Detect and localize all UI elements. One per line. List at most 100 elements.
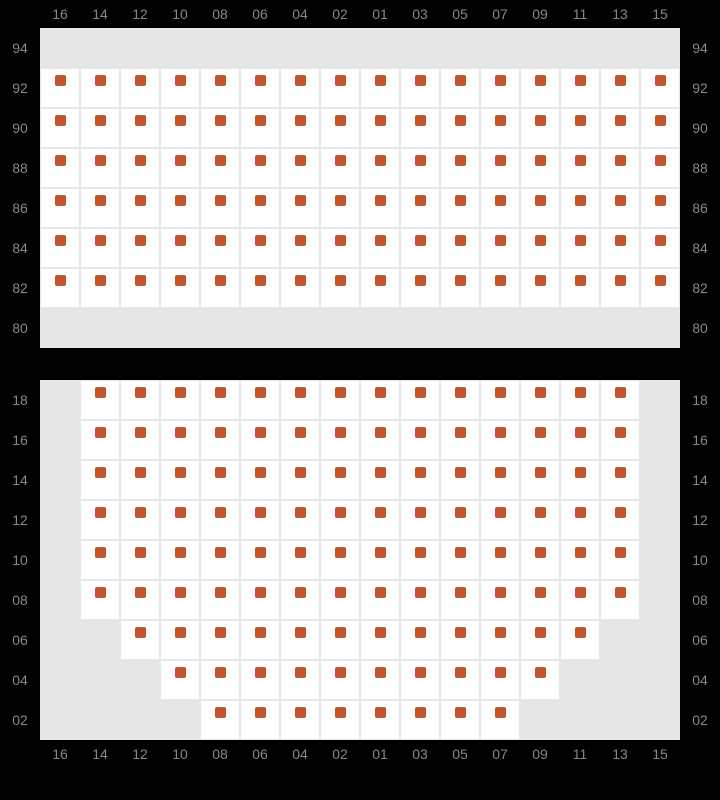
seat-available[interactable] — [600, 380, 640, 420]
seat-available[interactable] — [200, 580, 240, 620]
seat-available[interactable] — [520, 108, 560, 148]
seat-available[interactable] — [440, 540, 480, 580]
seat-available[interactable] — [400, 700, 440, 740]
seat-available[interactable] — [80, 420, 120, 460]
seat-available[interactable] — [600, 148, 640, 188]
seat-available[interactable] — [560, 268, 600, 308]
seat-available[interactable] — [480, 268, 520, 308]
seat-available[interactable] — [280, 540, 320, 580]
seat-available[interactable] — [280, 660, 320, 700]
seat-available[interactable] — [520, 380, 560, 420]
seat-available[interactable] — [160, 500, 200, 540]
seat-available[interactable] — [440, 228, 480, 268]
seat-available[interactable] — [400, 108, 440, 148]
seat-available[interactable] — [600, 540, 640, 580]
seat-available[interactable] — [280, 68, 320, 108]
seat-available[interactable] — [520, 268, 560, 308]
seat-available[interactable] — [200, 500, 240, 540]
seat-available[interactable] — [520, 188, 560, 228]
seat-available[interactable] — [240, 420, 280, 460]
seat-available[interactable] — [560, 228, 600, 268]
seat-available[interactable] — [280, 460, 320, 500]
seat-available[interactable] — [200, 660, 240, 700]
seat-available[interactable] — [160, 540, 200, 580]
seat-available[interactable] — [440, 580, 480, 620]
seat-available[interactable] — [360, 268, 400, 308]
seat-available[interactable] — [440, 268, 480, 308]
seat-available[interactable] — [400, 580, 440, 620]
seat-available[interactable] — [120, 580, 160, 620]
seat-available[interactable] — [560, 620, 600, 660]
seat-available[interactable] — [560, 460, 600, 500]
seat-available[interactable] — [280, 580, 320, 620]
seat-available[interactable] — [120, 500, 160, 540]
seat-available[interactable] — [240, 68, 280, 108]
seat-available[interactable] — [200, 148, 240, 188]
seat-available[interactable] — [120, 228, 160, 268]
seat-available[interactable] — [640, 108, 680, 148]
seat-available[interactable] — [200, 188, 240, 228]
seat-available[interactable] — [400, 188, 440, 228]
seat-available[interactable] — [240, 460, 280, 500]
seat-available[interactable] — [80, 460, 120, 500]
seat-available[interactable] — [80, 108, 120, 148]
seat-available[interactable] — [560, 540, 600, 580]
seat-available[interactable] — [320, 460, 360, 500]
seat-available[interactable] — [160, 108, 200, 148]
seat-available[interactable] — [400, 500, 440, 540]
seat-available[interactable] — [480, 68, 520, 108]
seat-available[interactable] — [120, 620, 160, 660]
seat-available[interactable] — [40, 268, 80, 308]
seat-available[interactable] — [160, 580, 200, 620]
seat-available[interactable] — [520, 580, 560, 620]
seat-available[interactable] — [360, 228, 400, 268]
seat-available[interactable] — [440, 148, 480, 188]
seat-available[interactable] — [400, 660, 440, 700]
seat-available[interactable] — [600, 268, 640, 308]
seat-available[interactable] — [640, 188, 680, 228]
seat-available[interactable] — [440, 500, 480, 540]
seat-available[interactable] — [440, 108, 480, 148]
seat-available[interactable] — [200, 108, 240, 148]
seat-available[interactable] — [280, 148, 320, 188]
seat-available[interactable] — [200, 540, 240, 580]
seat-available[interactable] — [200, 620, 240, 660]
seat-available[interactable] — [320, 380, 360, 420]
seat-available[interactable] — [520, 660, 560, 700]
seat-available[interactable] — [480, 460, 520, 500]
seat-available[interactable] — [240, 108, 280, 148]
seat-available[interactable] — [560, 380, 600, 420]
seat-available[interactable] — [160, 268, 200, 308]
seat-available[interactable] — [560, 148, 600, 188]
seat-available[interactable] — [600, 108, 640, 148]
seat-available[interactable] — [200, 700, 240, 740]
seat-available[interactable] — [200, 420, 240, 460]
seat-available[interactable] — [320, 68, 360, 108]
seat-available[interactable] — [360, 660, 400, 700]
seat-available[interactable] — [600, 460, 640, 500]
seat-available[interactable] — [280, 228, 320, 268]
seat-available[interactable] — [400, 228, 440, 268]
seat-available[interactable] — [280, 380, 320, 420]
seat-available[interactable] — [440, 460, 480, 500]
seat-available[interactable] — [400, 460, 440, 500]
seat-available[interactable] — [320, 228, 360, 268]
seat-available[interactable] — [320, 700, 360, 740]
seat-available[interactable] — [520, 540, 560, 580]
seat-available[interactable] — [120, 148, 160, 188]
seat-available[interactable] — [240, 148, 280, 188]
seat-available[interactable] — [600, 188, 640, 228]
seat-available[interactable] — [560, 420, 600, 460]
seat-available[interactable] — [320, 660, 360, 700]
seat-available[interactable] — [360, 700, 400, 740]
seat-available[interactable] — [320, 148, 360, 188]
seat-available[interactable] — [520, 420, 560, 460]
seat-available[interactable] — [520, 500, 560, 540]
seat-available[interactable] — [40, 68, 80, 108]
seat-available[interactable] — [360, 108, 400, 148]
seat-available[interactable] — [240, 700, 280, 740]
seat-available[interactable] — [480, 500, 520, 540]
seat-available[interactable] — [160, 380, 200, 420]
seat-available[interactable] — [640, 68, 680, 108]
seat-available[interactable] — [200, 68, 240, 108]
